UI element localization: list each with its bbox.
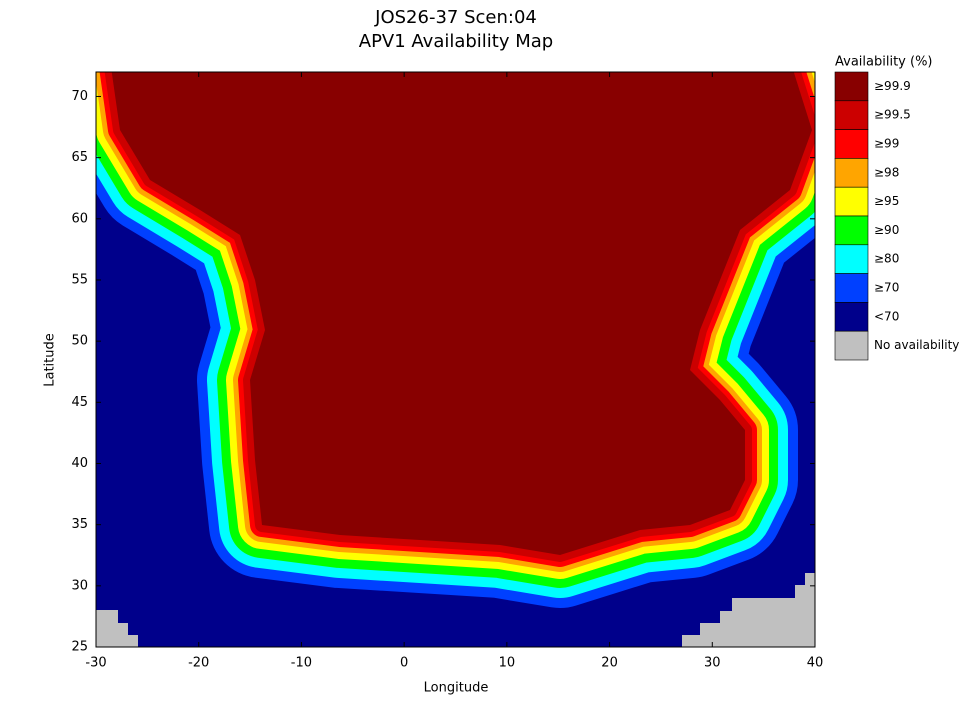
no-availability-cell: [720, 611, 732, 647]
legend-title: Availability (%): [835, 55, 933, 70]
y-tick-label: 55: [71, 272, 88, 287]
legend-label: ≥99.5: [874, 108, 911, 122]
legend-swatch: [834, 330, 869, 361]
title-line: APV1 Availability Map: [359, 31, 553, 52]
no-availability-cell: [118, 623, 128, 647]
x-tick-label: 30: [704, 656, 721, 671]
x-tick-label: -10: [291, 656, 312, 671]
legend-swatch: [834, 158, 869, 188]
legend-label: ≥70: [874, 281, 899, 295]
legend-label: ≥98: [874, 165, 899, 179]
y-axis-label: Latitude: [43, 333, 58, 387]
y-tick-label: 50: [71, 334, 88, 349]
legend-swatch: [834, 215, 869, 246]
no-availability-cell: [732, 598, 815, 647]
legend-label: ≥99: [874, 137, 899, 151]
legend-label: <70: [874, 309, 899, 323]
x-tick-label: 0: [400, 656, 408, 671]
y-tick-label: 25: [71, 640, 88, 655]
no-availability-cell: [805, 573, 815, 593]
legend-swatch: [834, 129, 869, 159]
y-tick-label: 40: [71, 456, 88, 471]
y-tick-label: 70: [71, 89, 88, 104]
plot-area: [96, 72, 815, 647]
legend-swatch: [834, 244, 869, 274]
legend-swatch: [834, 273, 869, 303]
no-availability-cell: [96, 610, 118, 647]
x-tick-label: 10: [499, 656, 516, 671]
x-tick-label: 40: [807, 656, 824, 671]
legend-label: ≥95: [874, 194, 899, 208]
plot-frame: [95, 71, 816, 648]
legend-swatch: [834, 186, 869, 217]
y-tick-label: 45: [71, 395, 88, 410]
legend-swatch: [834, 302, 869, 332]
y-tick-label: 35: [71, 517, 88, 532]
x-tick-label: -30: [85, 656, 106, 671]
no-availability-cell: [128, 635, 138, 647]
legend-label: ≥99.9: [874, 79, 911, 93]
x-tick-label: 20: [601, 656, 618, 671]
legend-label: ≥80: [874, 252, 899, 266]
x-axis-label: Longitude: [424, 681, 489, 696]
y-tick-label: 60: [71, 211, 88, 226]
y-tick-label: 65: [71, 150, 88, 165]
legend-label: ≥90: [874, 223, 899, 237]
availability-zone: [111, 72, 812, 555]
no-availability-cell: [700, 623, 720, 647]
legend-swatch: [834, 71, 869, 102]
legend-label: No availability: [874, 338, 959, 352]
y-tick-label: 30: [71, 578, 88, 593]
legend-swatch: [834, 100, 869, 130]
title-line: JOS26-37 Scen:04: [374, 7, 537, 28]
x-tick-label: -20: [188, 656, 209, 671]
